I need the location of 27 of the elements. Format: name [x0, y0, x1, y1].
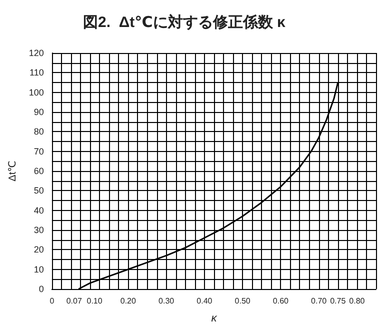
x-tick-label: 0.07 [66, 296, 82, 306]
y-tick-label: 100 [28, 87, 44, 98]
x-axis-title: κ [211, 312, 218, 324]
y-tick-label: 110 [30, 68, 44, 78]
y-tick-label: 0 [38, 284, 44, 294]
x-tick-label: 0.30 [158, 296, 175, 306]
y-tick-label: 70 [34, 146, 44, 156]
y-axis-title: Δt℃ [8, 160, 18, 182]
y-tick-label: 120 [28, 48, 44, 58]
x-tick-label: 0.20 [120, 296, 137, 306]
y-tick-label: 90 [34, 107, 44, 117]
x-tick-label: 0.75 [330, 296, 346, 306]
y-tick-label: 40 [34, 205, 44, 216]
y-tick-label: 50 [34, 186, 44, 196]
x-tick-label: 0.40 [196, 296, 213, 306]
y-tick-label: 60 [34, 166, 44, 176]
y-tick-label: 20 [34, 244, 44, 255]
chart-title: 図2. Δt℃に対する修正係数 κ [83, 13, 286, 31]
y-tick-label: 80 [34, 126, 44, 137]
x-tick-label: 0.60 [272, 296, 290, 306]
y-tick-label: 30 [34, 225, 44, 235]
x-tick-label: 0.50 [234, 296, 251, 306]
y-tick-label: 10 [34, 264, 44, 274]
x-tick-label: 0.80 [349, 296, 366, 306]
x-tick-label: 0 [50, 296, 55, 306]
x-tick-label: 0.70 [311, 296, 328, 306]
x-tick-label: 0.10 [86, 296, 103, 306]
